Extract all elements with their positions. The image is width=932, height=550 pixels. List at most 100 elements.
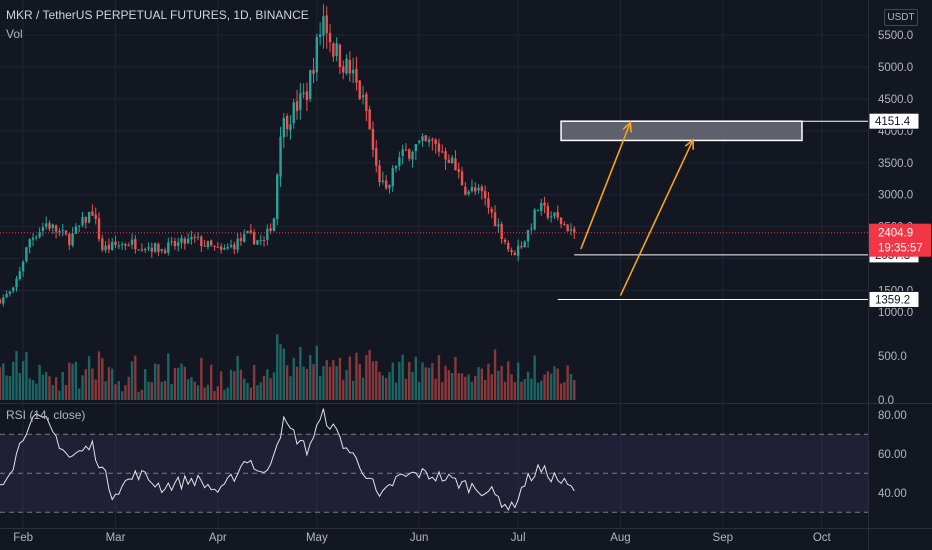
volume-bar bbox=[470, 381, 474, 400]
volume-bar bbox=[173, 368, 177, 400]
rsi-pane bbox=[0, 408, 868, 513]
volume-bar bbox=[200, 357, 203, 400]
projection-arrow-1 bbox=[580, 122, 632, 250]
candle-body bbox=[335, 43, 338, 57]
volume-bar bbox=[272, 372, 276, 400]
candle-body bbox=[177, 242, 180, 246]
volume-bar bbox=[8, 376, 12, 400]
volume-bar bbox=[183, 366, 187, 400]
candle-body bbox=[219, 246, 223, 250]
volume-bar bbox=[421, 362, 424, 400]
volume-bar bbox=[120, 391, 124, 400]
candle-body bbox=[563, 224, 566, 226]
candle-body bbox=[444, 151, 447, 160]
candle-body bbox=[569, 229, 573, 231]
candle-body bbox=[54, 225, 58, 232]
candle-body bbox=[434, 139, 437, 145]
volume-bar bbox=[460, 373, 464, 400]
candle-body bbox=[540, 202, 543, 211]
volume-bar bbox=[431, 362, 434, 400]
volume-bar bbox=[239, 369, 243, 400]
volume-bar bbox=[150, 382, 154, 400]
volume-bar bbox=[206, 384, 210, 400]
volume-bar bbox=[507, 361, 510, 400]
arrow-head-2 bbox=[684, 138, 695, 150]
volume-bar bbox=[434, 378, 437, 400]
volume-bar bbox=[58, 390, 61, 400]
price-tick-label: 5000.0 bbox=[878, 62, 913, 74]
candle-body bbox=[318, 34, 322, 37]
candle-body bbox=[48, 223, 51, 229]
volume-bar bbox=[549, 373, 553, 400]
candle-body bbox=[12, 287, 15, 291]
volume-bar bbox=[404, 378, 408, 400]
volume-bar bbox=[5, 375, 8, 400]
volume-bar bbox=[104, 381, 107, 400]
candle-body bbox=[417, 140, 421, 143]
candle-body bbox=[573, 228, 576, 233]
volume-bar bbox=[556, 368, 559, 400]
candle-body bbox=[78, 225, 81, 227]
candle-body bbox=[111, 242, 114, 250]
candle-body bbox=[150, 247, 154, 252]
candle-body bbox=[325, 15, 328, 34]
candle-body bbox=[101, 238, 104, 250]
volume-bar bbox=[193, 381, 196, 400]
candle-body bbox=[246, 231, 249, 234]
volume-bar bbox=[328, 366, 332, 400]
candle-body bbox=[437, 143, 441, 152]
volume-bar bbox=[124, 385, 127, 400]
price-tick-label: 5500.0 bbox=[878, 30, 913, 42]
volume-bar bbox=[401, 354, 404, 400]
volume-bar bbox=[38, 364, 41, 400]
volume-bar bbox=[282, 348, 286, 400]
candle-body bbox=[276, 174, 279, 219]
candle-body bbox=[513, 252, 517, 256]
volume-bar bbox=[163, 380, 167, 400]
candle-body bbox=[328, 32, 332, 43]
candle-body bbox=[404, 149, 408, 151]
candle-body bbox=[243, 234, 246, 242]
volume-bar bbox=[289, 376, 292, 400]
candle-body bbox=[25, 247, 28, 262]
volume-bar bbox=[259, 382, 262, 400]
candle-body bbox=[124, 244, 127, 246]
volume-bar bbox=[130, 361, 134, 400]
candle-body bbox=[375, 148, 378, 166]
volume-bar bbox=[229, 369, 233, 400]
currency-button[interactable]: USDT bbox=[884, 9, 918, 26]
level-tag-level_1 bbox=[868, 112, 920, 130]
current-price-text: 2404.9 bbox=[878, 228, 913, 240]
rsi-tick-label: 80.00 bbox=[878, 410, 907, 422]
volume-bar bbox=[28, 378, 31, 400]
candle-body bbox=[549, 216, 553, 218]
volume-bar bbox=[213, 391, 216, 400]
candle-body bbox=[338, 44, 342, 67]
candle-body bbox=[530, 228, 533, 230]
volume-bar bbox=[520, 381, 523, 400]
volume-tick-label: 1000.0 bbox=[878, 307, 913, 319]
level-tag-text-level_1: 4151.4 bbox=[875, 116, 911, 128]
volume-bar bbox=[101, 358, 104, 400]
countdown-text: 19:35:57 bbox=[878, 243, 923, 255]
candle-body bbox=[0, 299, 2, 304]
volume-bar bbox=[411, 371, 414, 400]
time-tick-label: Mar bbox=[106, 532, 126, 544]
volume-bar bbox=[31, 380, 35, 400]
candle-body bbox=[35, 236, 38, 238]
candle-body bbox=[483, 191, 487, 199]
volume-bar bbox=[153, 363, 157, 400]
volume-bar bbox=[249, 387, 253, 400]
candle-body bbox=[5, 293, 8, 298]
candle-body bbox=[193, 236, 196, 238]
candle-body bbox=[259, 239, 262, 241]
candle-body bbox=[431, 139, 434, 141]
volume-bar bbox=[378, 371, 381, 400]
candle-body bbox=[305, 91, 309, 101]
volume-bar bbox=[134, 355, 137, 400]
volume-bar bbox=[503, 381, 507, 400]
candle-body bbox=[454, 158, 457, 171]
volume-bar bbox=[398, 361, 401, 400]
